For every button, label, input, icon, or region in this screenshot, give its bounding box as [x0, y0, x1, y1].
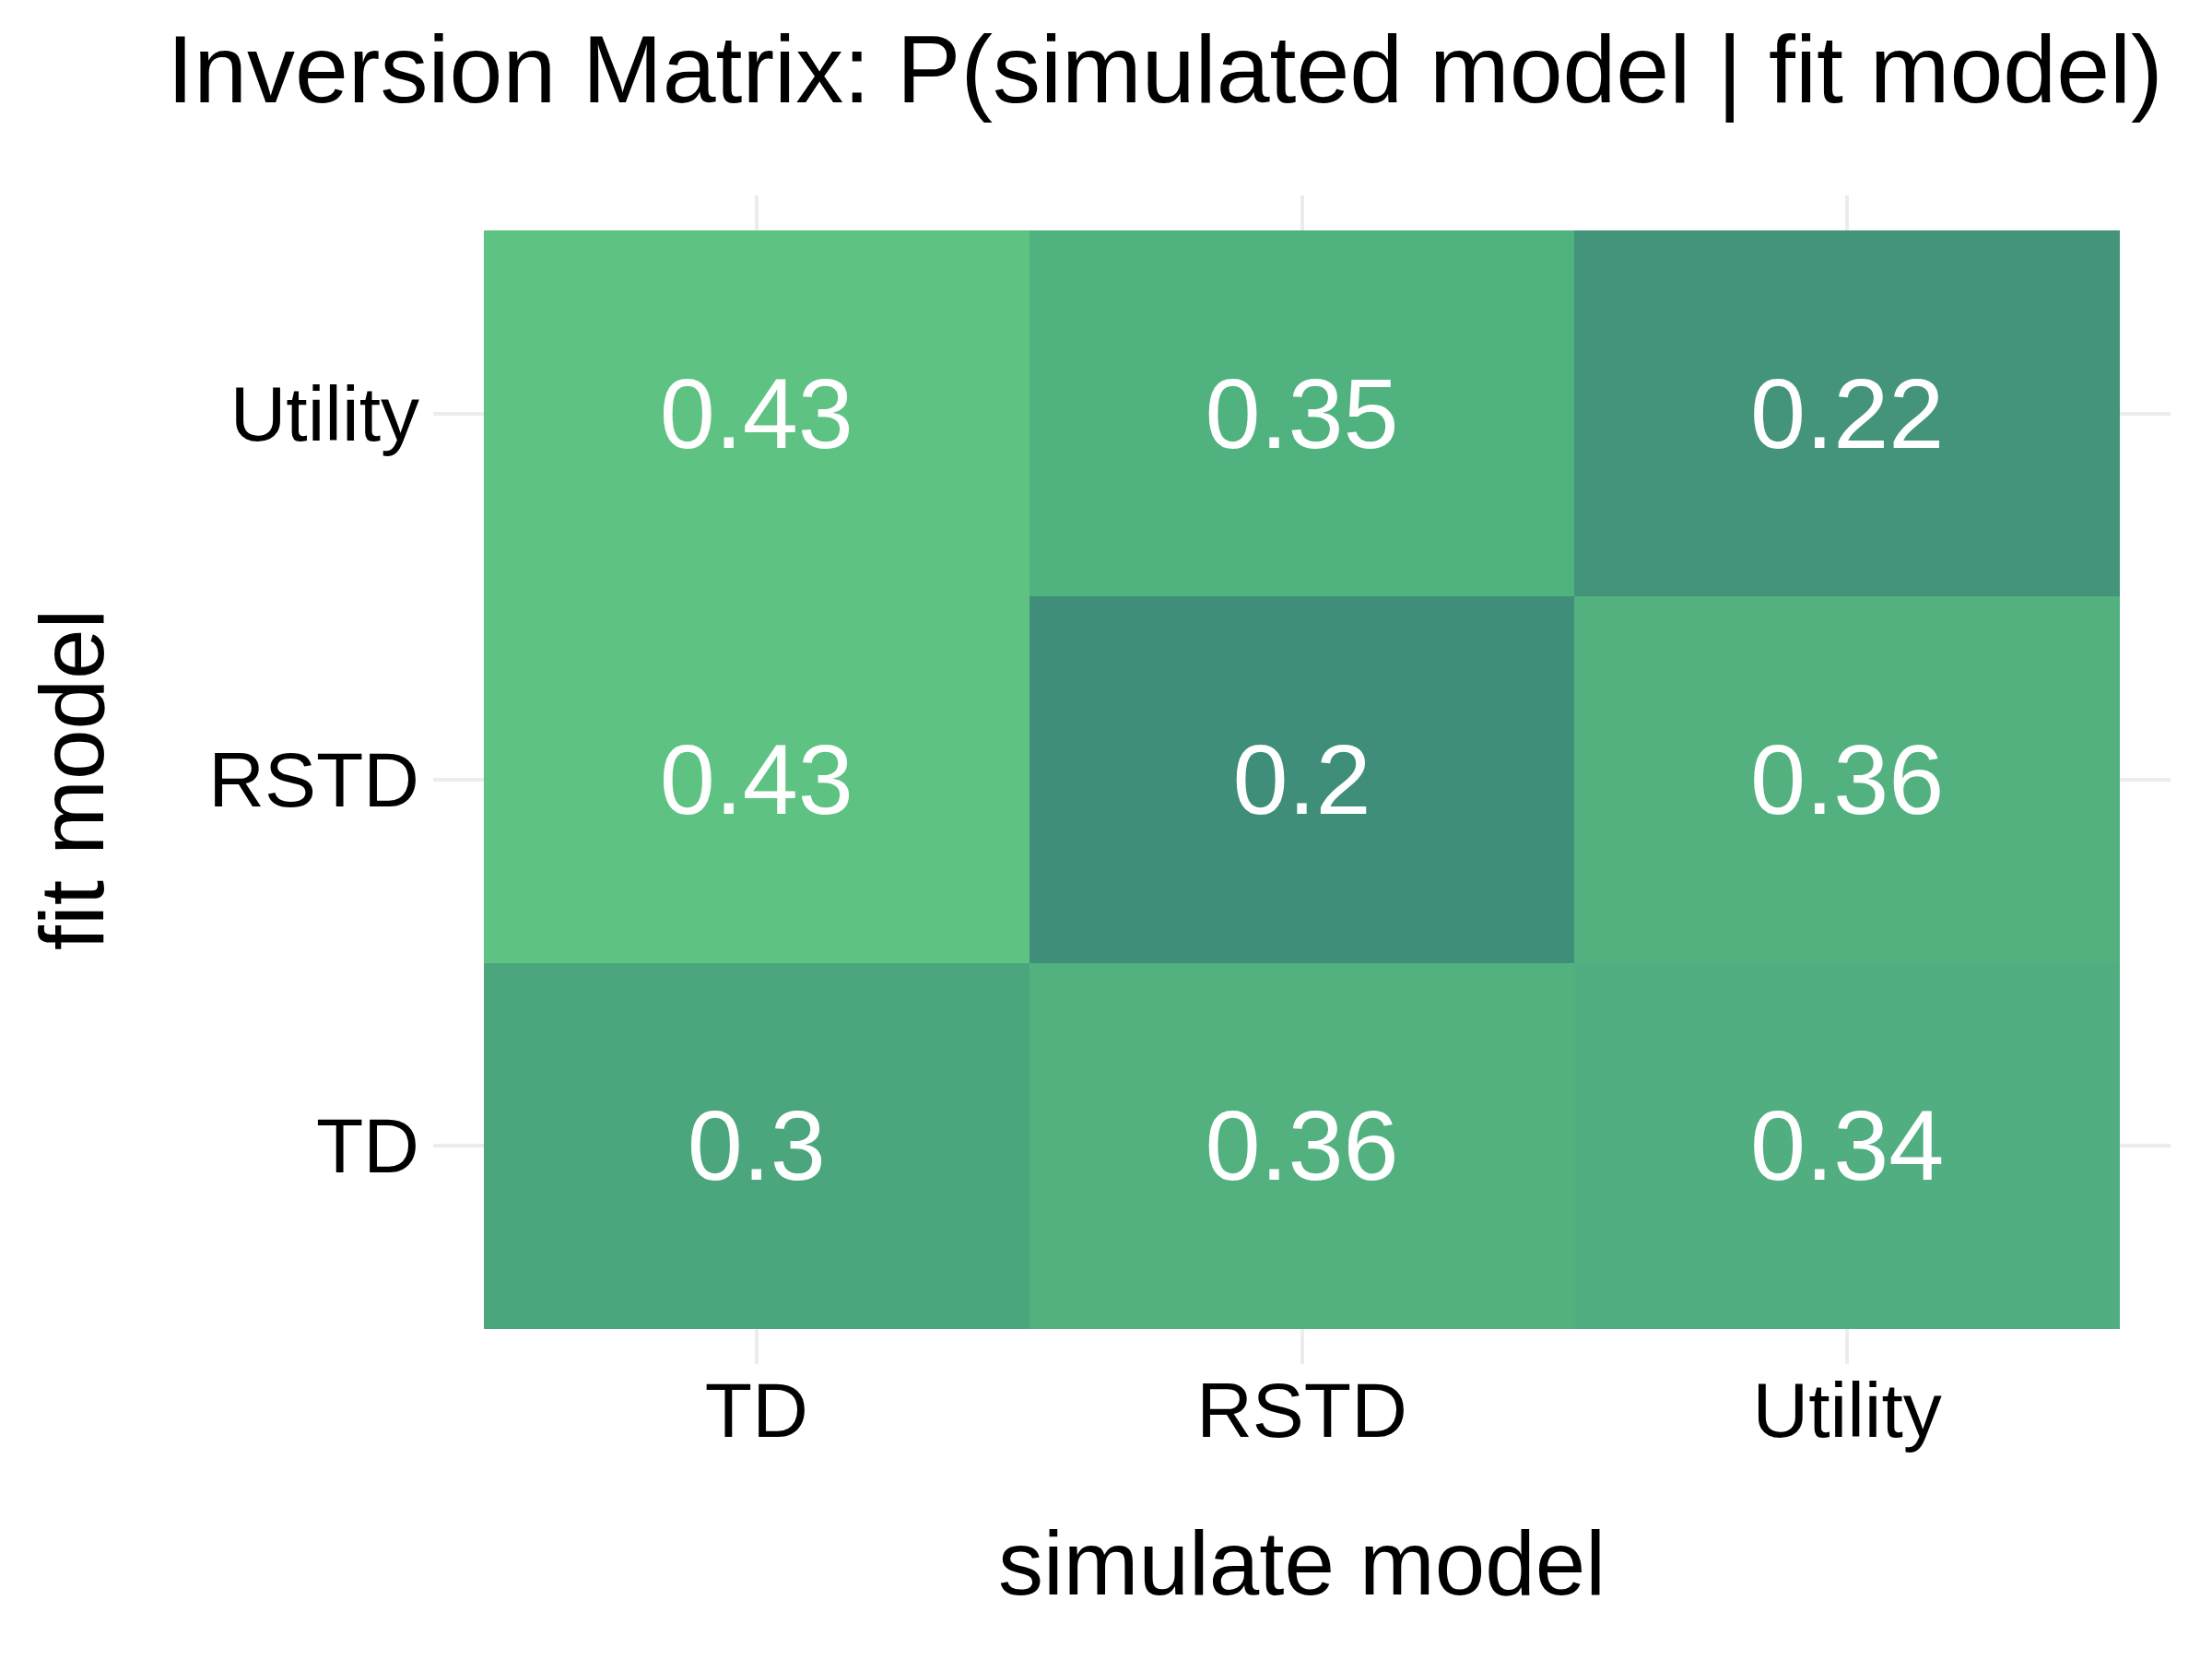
y-axis-title: fit model	[20, 609, 124, 950]
heatmap-cell-TD-RSTD: 0.36	[1030, 963, 1575, 1329]
heatmap-cell-RSTD-RSTD: 0.2	[1030, 596, 1575, 962]
cell-value-label: 0.43	[660, 364, 853, 464]
heatmap-cell-TD-Utility: 0.34	[1574, 963, 2120, 1329]
gridline-stub-right	[2120, 412, 2171, 416]
gridline-stub-top	[755, 195, 759, 230]
x-tick-label-TD: TD	[705, 1366, 808, 1455]
gridline-stub-left	[433, 412, 484, 416]
heatmap-cell-Utility-TD: 0.43	[484, 230, 1030, 596]
cell-value-label: 0.36	[1205, 1096, 1398, 1195]
heatmap-cell-RSTD-TD: 0.43	[484, 596, 1030, 962]
heatmap-cell-Utility-Utility: 0.22	[1574, 230, 2120, 596]
cell-value-label: 0.35	[1205, 364, 1398, 464]
cell-value-label: 0.36	[1750, 730, 1944, 830]
cell-value-label: 0.3	[688, 1096, 826, 1195]
heatmap-cell-TD-TD: 0.3	[484, 963, 1030, 1329]
chart-title: Inversion Matrix: P(simulated model | fi…	[59, 15, 2212, 125]
gridline-stub-bottom	[1845, 1329, 1849, 1364]
heatmap-cell-RSTD-Utility: 0.36	[1574, 596, 2120, 962]
gridline-stub-top	[1300, 195, 1304, 230]
y-tick-label-Utility: Utility	[230, 369, 419, 458]
cell-value-label: 0.43	[660, 730, 853, 830]
cell-value-label: 0.2	[1232, 730, 1371, 830]
gridline-stub-right	[2120, 778, 2171, 782]
cell-value-label: 0.34	[1750, 1096, 1944, 1195]
x-tick-label-Utility: Utility	[1752, 1366, 1941, 1455]
heatmap-grid: 0.43 0.35 0.22 0.43 0.2 0.36 0.3 0.36 0.34	[484, 230, 2120, 1329]
gridline-stub-bottom	[1300, 1329, 1304, 1364]
gridline-stub-right	[2120, 1144, 2171, 1147]
gridline-stub-top	[1845, 195, 1849, 230]
heatmap-cell-Utility-RSTD: 0.35	[1030, 230, 1575, 596]
gridline-stub-bottom	[755, 1329, 759, 1364]
gridline-stub-left	[433, 1144, 484, 1147]
cell-value-label: 0.22	[1750, 364, 1944, 464]
x-tick-label-RSTD: RSTD	[1196, 1366, 1407, 1455]
gridline-stub-left	[433, 778, 484, 782]
y-tick-label-TD: TD	[316, 1101, 419, 1191]
heatmap-figure: Inversion Matrix: P(simulated model | fi…	[0, 0, 2212, 1659]
y-tick-label-RSTD: RSTD	[208, 735, 419, 825]
x-axis-title: simulate model	[484, 1512, 2120, 1616]
